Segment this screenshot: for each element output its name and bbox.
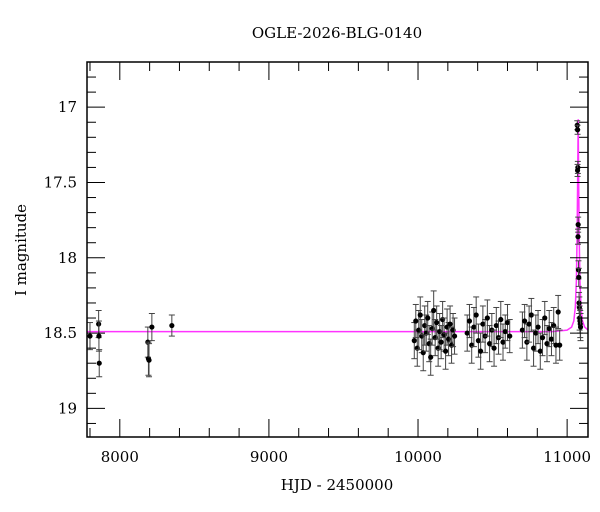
data-point	[412, 303, 419, 339]
data-point	[552, 326, 559, 364]
data-point	[537, 332, 544, 370]
data-point	[502, 314, 509, 349]
model-line	[87, 119, 589, 333]
x-tick-label: 10000	[394, 448, 442, 466]
data-point	[447, 305, 454, 343]
data-point	[504, 303, 511, 342]
x-tick-label: 11000	[543, 448, 591, 466]
chart-title: OGLE-2026-BLG-0140	[252, 24, 422, 42]
data-point	[532, 314, 539, 352]
x-tick-label: 9000	[250, 448, 288, 466]
data-point	[86, 322, 93, 351]
data-point	[148, 313, 155, 342]
data-point	[96, 349, 103, 378]
data-point	[574, 163, 581, 177]
data-point	[535, 309, 542, 345]
x-tick-label: 8000	[101, 448, 139, 466]
data-point	[168, 314, 175, 337]
data-point	[146, 343, 153, 378]
data-point	[433, 305, 440, 340]
model-curve	[87, 119, 589, 333]
data-point	[424, 300, 431, 336]
y-tick-labels: 17 17.5 18 18.5 19	[44, 98, 77, 417]
data-point	[506, 319, 513, 354]
y-tick-label: 17	[58, 98, 77, 116]
data-point	[411, 322, 418, 360]
data-points	[86, 120, 584, 378]
data-point	[526, 305, 533, 343]
data-point	[466, 303, 473, 339]
y-tick-label: 17.5	[44, 173, 77, 191]
x-axis-label: HJD - 2450000	[281, 476, 394, 494]
data-point	[420, 334, 427, 372]
data-point	[556, 329, 563, 361]
y-tick-label: 19	[58, 399, 77, 417]
axis-ticks	[87, 61, 588, 437]
data-point	[417, 296, 424, 334]
data-point	[575, 267, 582, 287]
data-point	[519, 311, 526, 349]
x-tick-labels: 8000 9000 10000 11000	[101, 448, 591, 466]
data-point	[521, 303, 528, 339]
data-point	[575, 228, 582, 245]
y-tick-label: 18.5	[44, 324, 77, 342]
data-point	[548, 322, 555, 357]
data-point	[442, 332, 449, 370]
data-point	[484, 299, 491, 337]
data-point	[451, 317, 458, 355]
y-axis-label: I magnitude	[12, 204, 30, 296]
y-tick-label: 18	[58, 249, 77, 267]
data-point	[574, 124, 581, 135]
plot-frame	[86, 61, 589, 438]
data-point	[555, 294, 562, 330]
data-point	[546, 309, 553, 348]
data-point	[438, 325, 445, 360]
data-point	[497, 300, 504, 339]
data-point	[530, 329, 537, 367]
